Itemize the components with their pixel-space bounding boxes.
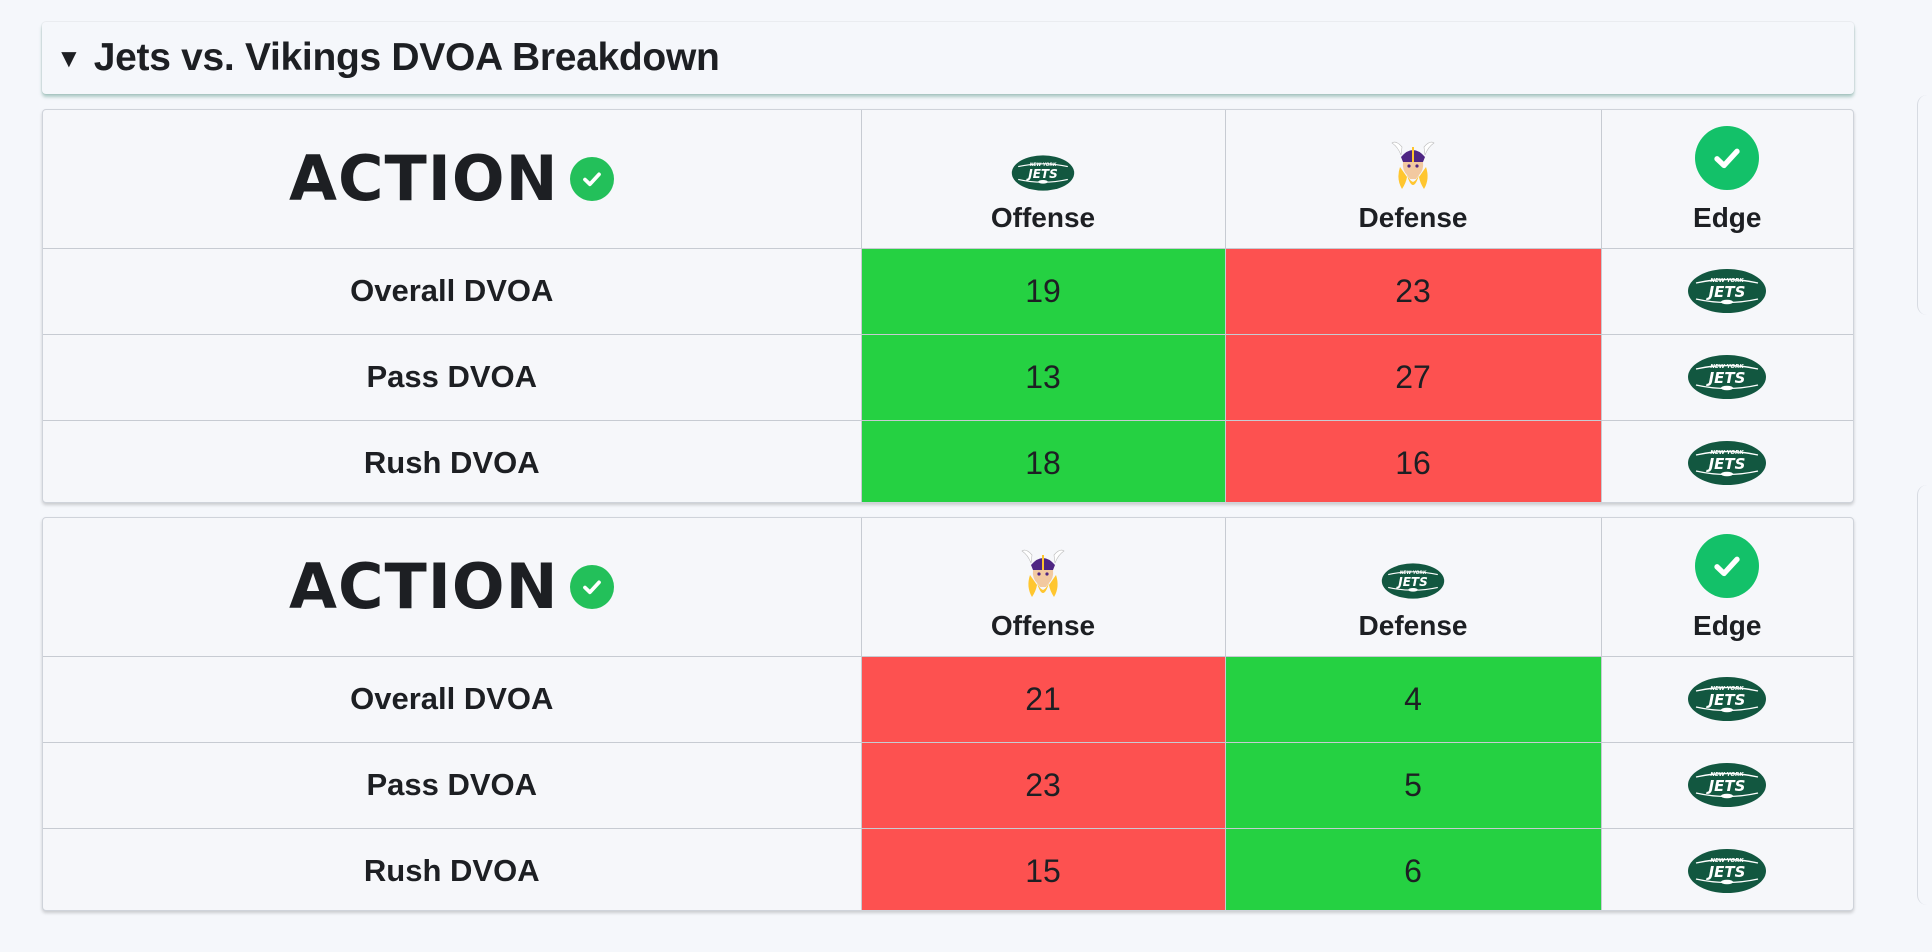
dvoa-table-jets-offense: ACTION Offense Defense Edge bbox=[42, 109, 1854, 503]
table-row: Pass DVOA 13 27 bbox=[43, 334, 1853, 421]
row-label: Rush DVOA bbox=[363, 853, 540, 889]
table-row: Overall DVOA 21 4 bbox=[43, 656, 1853, 743]
jets-logo-icon bbox=[1687, 354, 1767, 400]
jets-logo-icon bbox=[1011, 154, 1075, 192]
check-circle-icon bbox=[1695, 125, 1760, 190]
check-circle-icon bbox=[570, 564, 615, 609]
offense-value: 21 bbox=[1025, 680, 1061, 717]
offense-label: Offense bbox=[990, 201, 1096, 233]
defense-value: 27 bbox=[1395, 358, 1431, 395]
section-title: Jets vs. Vikings DVOA Breakdown bbox=[93, 36, 720, 79]
defense-value: 4 bbox=[1404, 680, 1422, 717]
edge-label: Edge bbox=[1693, 609, 1762, 641]
table-row: Rush DVOA 18 16 bbox=[43, 420, 1853, 502]
row-label: Overall DVOA bbox=[350, 681, 554, 716]
jets-logo-icon bbox=[1687, 762, 1767, 808]
check-circle-icon bbox=[570, 156, 615, 201]
defense-value: 6 bbox=[1404, 852, 1422, 889]
side-panel-edge bbox=[1917, 95, 1932, 315]
defense-header: Defense bbox=[1225, 518, 1602, 657]
offense-label: Offense bbox=[990, 609, 1096, 641]
table-row: Rush DVOA 15 6 bbox=[43, 828, 1853, 910]
jets-logo-icon bbox=[1687, 676, 1767, 722]
offense-value: 23 bbox=[1025, 766, 1061, 803]
defense-value: 23 bbox=[1395, 272, 1431, 309]
action-logo-text: ACTION bbox=[289, 550, 559, 624]
action-logo-text: ACTION bbox=[289, 142, 559, 216]
offense-header: Offense bbox=[861, 518, 1226, 657]
defense-value: 16 bbox=[1395, 444, 1431, 481]
breakdown-toggle[interactable]: ▼ Jets vs. Vikings DVOA Breakdown bbox=[42, 22, 1854, 94]
offense-value: 15 bbox=[1025, 852, 1061, 889]
defense-label: Defense bbox=[1358, 609, 1468, 641]
offense-value: 13 bbox=[1025, 358, 1061, 395]
brand-cell: ACTION bbox=[43, 518, 862, 657]
jets-logo-icon bbox=[1687, 268, 1767, 314]
edge-label: Edge bbox=[1693, 201, 1762, 233]
brand-cell: ACTION bbox=[43, 110, 862, 249]
check-circle-icon bbox=[1695, 533, 1760, 598]
defense-value: 5 bbox=[1404, 766, 1422, 803]
defense-header: Defense bbox=[1225, 110, 1602, 249]
offense-value: 18 bbox=[1025, 444, 1061, 481]
offense-header: Offense bbox=[861, 110, 1226, 249]
offense-value: 19 bbox=[1025, 272, 1061, 309]
jets-logo-icon bbox=[1687, 440, 1767, 486]
dvoa-table-vikings-offense: ACTION Offense Defense Edge bbox=[42, 517, 1854, 911]
jets-logo-icon bbox=[1687, 848, 1767, 894]
row-label: Pass DVOA bbox=[366, 767, 538, 802]
jets-logo-icon bbox=[1381, 562, 1445, 600]
defense-label: Defense bbox=[1358, 201, 1468, 233]
vikings-logo-icon bbox=[1018, 544, 1068, 606]
row-label: Overall DVOA bbox=[350, 273, 554, 308]
row-label: Rush DVOA bbox=[363, 445, 540, 481]
edge-header: Edge bbox=[1601, 110, 1853, 249]
edge-header: Edge bbox=[1601, 518, 1853, 657]
side-panel-edge bbox=[1917, 485, 1932, 905]
row-label: Pass DVOA bbox=[366, 359, 538, 394]
vikings-logo-icon bbox=[1388, 136, 1438, 198]
caret-down-icon: ▼ bbox=[56, 43, 82, 73]
table-row: Pass DVOA 23 5 bbox=[43, 742, 1853, 829]
table-row: Overall DVOA 19 23 bbox=[43, 248, 1853, 335]
